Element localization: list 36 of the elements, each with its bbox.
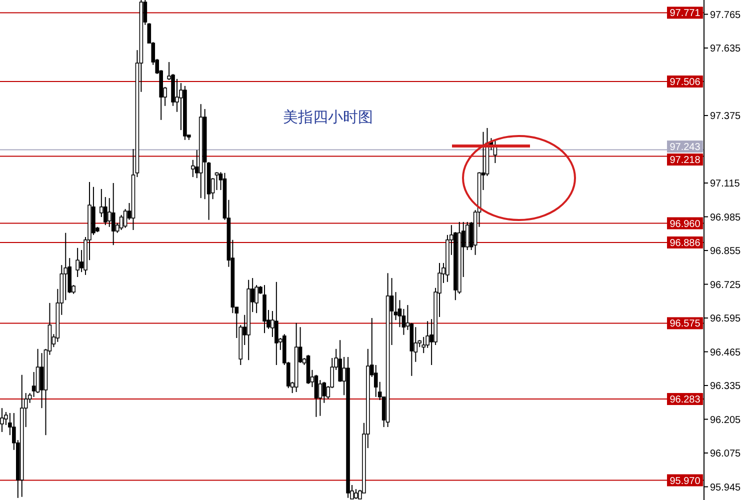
- ref-line-label: 97.771: [670, 8, 701, 20]
- ref-line-label: 97.218: [670, 155, 701, 166]
- candlestick: [0, 408, 4, 432]
- y-tick-label: 97.765: [710, 10, 742, 21]
- candlestick: [322, 381, 326, 404]
- candlestick: [119, 214, 124, 231]
- y-tick-label: 97.115: [710, 178, 740, 190]
- candlestick: [314, 374, 318, 418]
- y-tick-label: 96.595: [710, 314, 742, 325]
- y-tick-label: 96.985: [710, 212, 742, 224]
- candlestick: [40, 352, 44, 409]
- y-tick-label: 96.335: [710, 381, 742, 392]
- y-tick-label: 96.725: [710, 280, 742, 291]
- candlestick: [274, 281, 278, 366]
- y-tick-label: 96.465: [710, 347, 742, 358]
- text: 美指四小时图: [283, 108, 373, 126]
- candlestick: [402, 308, 406, 336]
- ref-line-label: 96.575: [670, 318, 701, 330]
- ref-line-label: 95.970: [670, 476, 701, 487]
- candlestick: [354, 488, 358, 500]
- ref-line-label: 96.886: [670, 238, 701, 249]
- y-tick-label: 97.375: [710, 111, 742, 122]
- candlestick: [318, 380, 322, 416]
- ref-line-label: 96.960: [670, 218, 701, 230]
- y-tick-label: 96.075: [710, 448, 742, 460]
- y-tick-label: 96.855: [710, 246, 742, 258]
- y-tick-label: 96.205: [710, 414, 742, 426]
- ref-line-label: 97.243: [670, 142, 701, 154]
- candlestick: [111, 182, 116, 246]
- ref-line-label: 96.283: [670, 394, 701, 406]
- y-tick-label: 97.635: [710, 44, 742, 55]
- candlestick: [123, 208, 128, 228]
- ref-line-label: 97.506: [670, 77, 701, 88]
- y-tick-label: 95.945: [710, 482, 742, 494]
- candlestick: [214, 172, 219, 191]
- candlestick: [76, 247, 80, 278]
